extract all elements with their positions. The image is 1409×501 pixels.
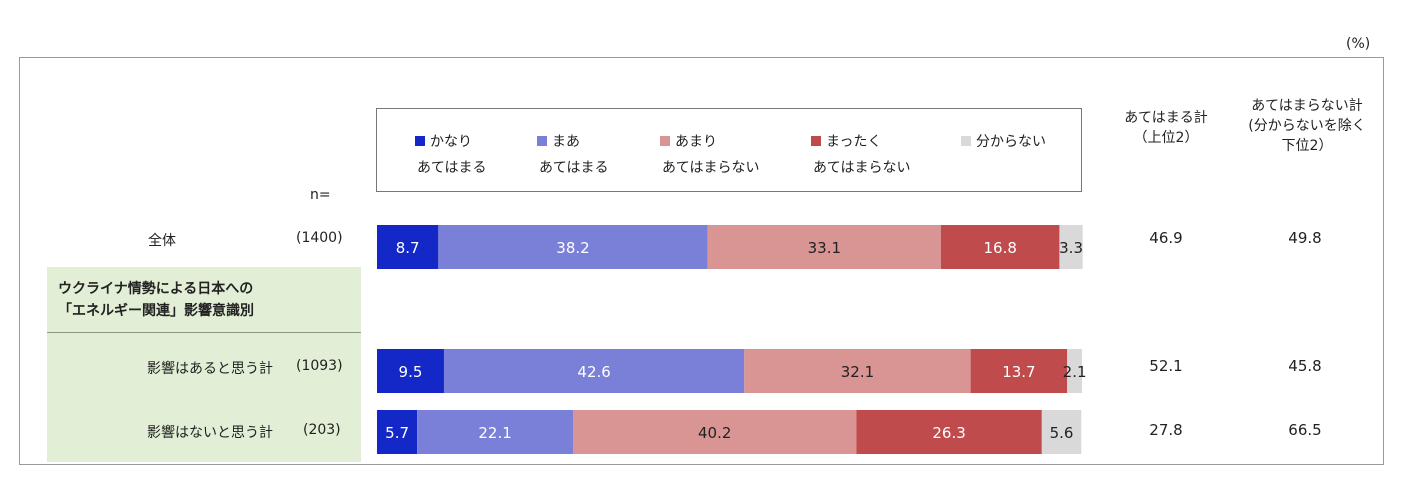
group-title-line2: 「エネルギー関連」影響意識別 <box>58 303 254 319</box>
bar-segment <box>438 225 708 269</box>
group-divider <box>47 332 361 333</box>
legend-label-line1: かなり <box>430 134 472 150</box>
legend-label-line1: まったく <box>826 134 882 150</box>
legend: かなり あてはまる まあ あてはまる あまり あてはまらない まったく あてはま… <box>376 108 1082 192</box>
bar-value-label: 42.6 <box>577 363 610 381</box>
group-title-line1: ウクライナ情勢による日本への <box>58 281 254 297</box>
header-agree-line2: （上位2） <box>1133 130 1199 146</box>
bar-value-label: 38.2 <box>556 239 589 257</box>
header-disagree-total: あてはまらない計 (分からないを除く 下位2） <box>1232 96 1382 156</box>
header-agree-total: あてはまる計 （上位2） <box>1110 108 1222 148</box>
agree-total-value: 46.9 <box>1149 229 1183 247</box>
bar-value-label: 32.1 <box>841 363 874 381</box>
group-box <box>47 267 361 462</box>
row-n-not-affected: (203) <box>303 422 341 438</box>
disagree-total-value: 45.8 <box>1288 357 1322 375</box>
bar-segment <box>856 410 1042 454</box>
agree-total-value: 27.8 <box>1149 421 1183 439</box>
bar-segment <box>443 349 745 393</box>
row-label-not-affected: 影響はないと思う計 <box>147 425 273 441</box>
legend-label-line1: まあ <box>552 134 580 150</box>
bar-value-label: 2.1 <box>1063 363 1087 381</box>
unit-label: (%) <box>1346 36 1371 52</box>
bar-segment <box>707 225 941 269</box>
group-title: ウクライナ情勢による日本への 「エネルギー関連」影響意識別 <box>58 278 254 322</box>
legend-label-line2: あてはまる <box>539 160 609 176</box>
bar-segment <box>572 410 857 454</box>
legend-item-wakaranai: 分からない <box>961 131 1046 153</box>
agree-total-value: 52.1 <box>1149 357 1183 375</box>
bar-segment <box>941 225 1060 269</box>
legend-label-line2: あてはまらない <box>813 160 911 176</box>
disagree-total-value: 49.8 <box>1288 229 1322 247</box>
bar-value-label: 3.3 <box>1059 239 1083 257</box>
header-disagree-line2: (分からないを除く <box>1248 118 1366 134</box>
disagree-total-value: 66.5 <box>1288 421 1322 439</box>
bar-value-label: 22.1 <box>478 424 511 442</box>
legend-swatch <box>811 136 821 146</box>
bar-value-label: 40.2 <box>698 424 731 442</box>
bar-segment <box>1059 225 1083 269</box>
bar-value-label: 13.7 <box>1002 363 1035 381</box>
bar-segment <box>744 349 971 393</box>
bar-segment <box>1041 410 1082 454</box>
bar-segment <box>377 349 444 393</box>
row-label-total: 全体 <box>148 233 176 249</box>
legend-label-line1: 分からない <box>976 134 1046 150</box>
legend-label-line1: あまり <box>675 134 717 150</box>
row-n-total: (1400) <box>296 230 343 246</box>
legend-label-line2: あてはまる <box>417 160 487 176</box>
bar-value-label: 9.5 <box>399 363 423 381</box>
row-n-affected: (1093) <box>296 358 343 374</box>
legend-swatch <box>660 136 670 146</box>
legend-swatch <box>415 136 425 146</box>
chart-frame <box>19 57 1384 465</box>
bar-value-label: 8.7 <box>396 239 420 257</box>
bar-segment <box>970 349 1068 393</box>
bar-segment <box>377 225 439 269</box>
legend-swatch <box>537 136 547 146</box>
header-disagree-line1: あてはまらない計 <box>1251 98 1363 114</box>
bar-segment <box>377 410 418 454</box>
header-agree-line1: あてはまる計 <box>1124 110 1208 126</box>
bar-value-label: 5.6 <box>1050 424 1074 442</box>
header-disagree-line3: 下位2） <box>1281 138 1333 154</box>
legend-item-mattaku: まったく あてはまらない <box>811 131 910 179</box>
bar-value-label: 26.3 <box>932 424 965 442</box>
bar-segment <box>1067 349 1082 393</box>
legend-swatch <box>961 136 971 146</box>
bar-value-label: 5.7 <box>385 424 409 442</box>
bar-segment <box>417 410 573 454</box>
legend-label-line2: あてはまらない <box>662 160 760 176</box>
legend-item-maa: まあ あてはまる <box>537 131 608 179</box>
n-label: n= <box>310 187 331 203</box>
bar-value-label: 33.1 <box>808 239 841 257</box>
legend-item-kanari: かなり あてはまる <box>415 131 486 179</box>
legend-item-amari: あまり あてはまらない <box>660 131 759 179</box>
row-label-affected: 影響はあると思う計 <box>147 361 273 377</box>
bar-value-label: 16.8 <box>984 239 1017 257</box>
